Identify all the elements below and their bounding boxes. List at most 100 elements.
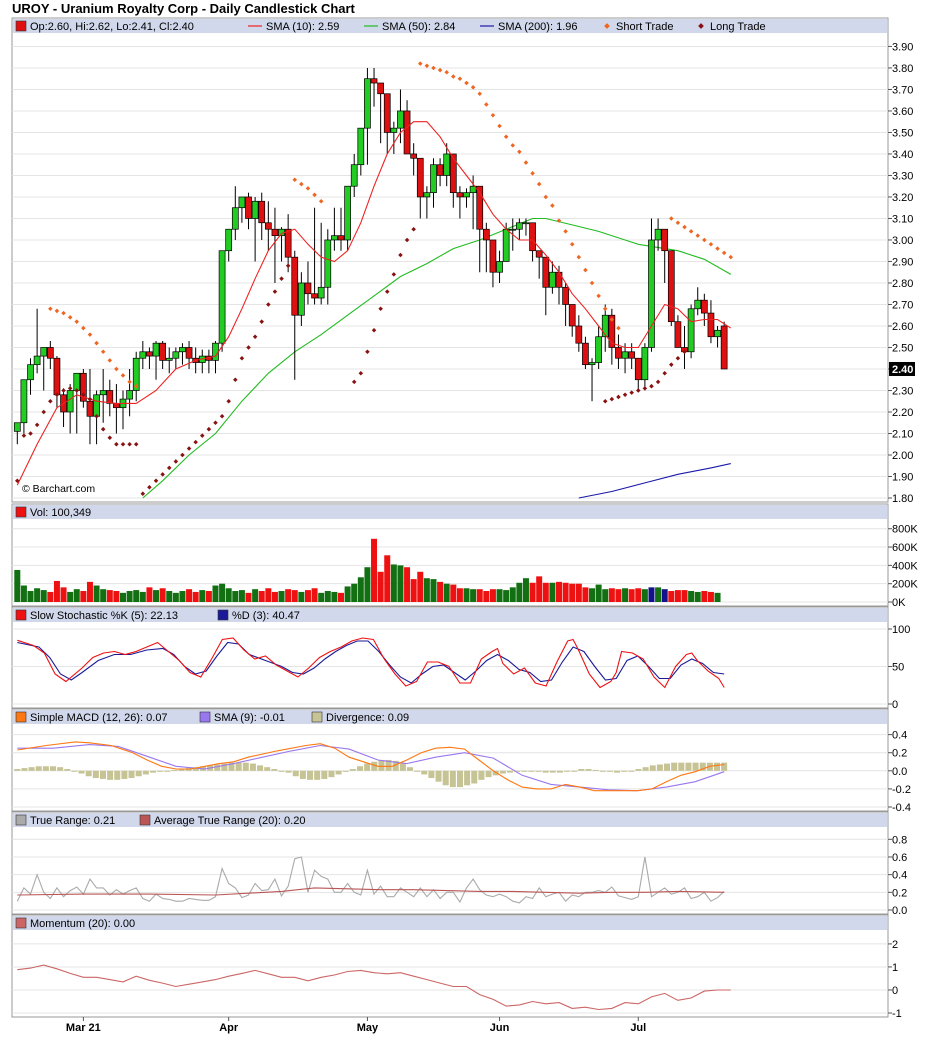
- divergence-bar: [164, 770, 171, 772]
- y-tick-label: 0: [892, 699, 898, 711]
- candle-body: [469, 185, 477, 194]
- candle-body: [106, 390, 114, 404]
- long-trade-dot: [622, 392, 628, 398]
- candle-body: [416, 157, 424, 198]
- volume-bar: [291, 590, 298, 602]
- candle-body: [165, 357, 173, 361]
- divergence-bar: [449, 770, 456, 788]
- candle-body: [344, 185, 351, 241]
- y-tick-label: -0.2: [892, 784, 911, 796]
- legend-swatch: [15, 814, 27, 826]
- divergence-bar: [685, 762, 692, 771]
- volume-bar: [668, 591, 675, 602]
- short-trade-dot: [503, 134, 509, 140]
- momentum-line: [17, 964, 731, 1011]
- candle-body: [674, 321, 682, 348]
- y-tick-label: 3.10: [892, 213, 913, 225]
- volume-bar: [688, 591, 695, 602]
- divergence-bar: [107, 770, 114, 780]
- long-trade-dot: [358, 371, 364, 376]
- y-tick-label: 3.00: [892, 235, 913, 247]
- candle-body: [370, 78, 378, 84]
- long-trade-dot: [81, 392, 86, 398]
- volume-bar: [106, 590, 113, 602]
- volume-bar: [133, 590, 140, 602]
- legend-swatch: [199, 711, 211, 723]
- legend-label: Average True Range (20): 0.20: [154, 815, 305, 827]
- divergence-bar: [678, 762, 685, 771]
- long-trade-dot: [193, 439, 198, 445]
- candle-body: [496, 261, 503, 273]
- short-trade-dot: [127, 379, 132, 385]
- long-trade-dot: [371, 328, 377, 333]
- divergence-bar: [214, 764, 221, 771]
- volume-bar: [443, 583, 450, 602]
- x-axis-label: Apr: [219, 1022, 239, 1034]
- short-trade-dot: [54, 308, 60, 314]
- divergence-bar: [149, 770, 156, 773]
- short-trade-dot: [589, 280, 595, 286]
- panel-header: [13, 19, 887, 33]
- long-trade-dot: [41, 409, 46, 415]
- candle-body: [364, 78, 371, 129]
- candle-body: [317, 286, 325, 299]
- short-trade-dot: [596, 293, 601, 299]
- long-trade-dot: [226, 398, 231, 404]
- candle-body: [291, 256, 299, 316]
- volume-bar: [146, 587, 153, 602]
- candle-body: [687, 308, 695, 353]
- short-trade-dot: [609, 317, 615, 322]
- volume-bar: [232, 591, 239, 602]
- long-trade-dot: [398, 252, 403, 258]
- volume-bar: [595, 584, 602, 602]
- divergence-bar: [157, 770, 164, 772]
- divergence-bar: [135, 770, 142, 777]
- divergence-bar: [692, 762, 699, 771]
- divergence-bar: [549, 770, 556, 773]
- y-tick-label: 0.4: [892, 870, 907, 882]
- volume-bar: [351, 583, 358, 602]
- legend-swatch: [139, 814, 151, 826]
- volume-bar: [635, 588, 642, 602]
- legend-dot: [698, 23, 704, 29]
- divergence-bar: [78, 770, 85, 774]
- candle-body: [284, 228, 292, 258]
- divergence-bar: [606, 770, 613, 772]
- volume-bar: [404, 567, 411, 602]
- y-tick-label: 0.0: [892, 905, 907, 917]
- candle-body: [621, 351, 629, 359]
- candle-body: [562, 286, 569, 305]
- y-tick-label: 0.4: [892, 730, 907, 742]
- divergence-bar: [371, 761, 378, 771]
- candle-body: [449, 153, 457, 194]
- candle-body: [700, 299, 708, 314]
- watermark: © Barchart.com: [22, 483, 95, 495]
- volume-bar: [417, 571, 424, 602]
- candle-body: [522, 222, 530, 225]
- legend-label: True Range: 0.21: [30, 815, 115, 827]
- long-trade-dot: [391, 272, 397, 277]
- y-tick-label: 3.90: [892, 41, 913, 53]
- candle-body: [661, 228, 669, 252]
- short-trade-dot: [114, 366, 119, 372]
- long-trade-dot: [384, 289, 390, 294]
- candle-body: [225, 228, 233, 252]
- candle-body: [694, 299, 702, 310]
- y-tick-label: 200K: [892, 579, 918, 591]
- divergence-bar: [192, 767, 199, 771]
- y-tick-label: 1: [892, 962, 898, 974]
- candle-body: [357, 127, 365, 166]
- volume-bar: [476, 589, 483, 602]
- panel-frame: [11, 503, 889, 607]
- divergence-bar: [714, 762, 721, 771]
- candle-body: [80, 372, 87, 402]
- volume-bar: [304, 590, 311, 602]
- candle-body: [251, 200, 259, 219]
- volume-bar: [602, 589, 609, 602]
- volume-bar: [364, 567, 371, 602]
- atr-line: [17, 887, 725, 896]
- candle-body: [595, 336, 602, 363]
- long-trade-dot: [74, 388, 80, 393]
- candle-body: [403, 110, 411, 155]
